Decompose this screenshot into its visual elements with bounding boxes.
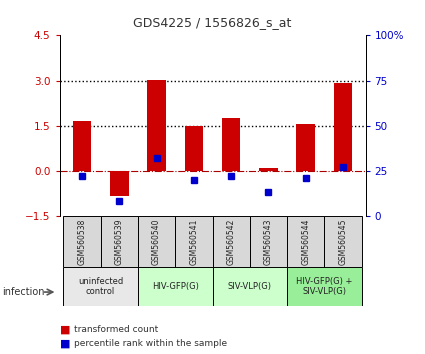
FancyBboxPatch shape: [175, 216, 212, 267]
FancyBboxPatch shape: [212, 267, 287, 306]
Text: GSM560543: GSM560543: [264, 218, 273, 265]
Bar: [184, 126, 203, 171]
Text: GSM560542: GSM560542: [227, 218, 235, 265]
Text: uninfected
control: uninfected control: [78, 277, 123, 296]
Text: ■: ■: [60, 338, 70, 348]
FancyBboxPatch shape: [138, 216, 175, 267]
FancyBboxPatch shape: [212, 216, 250, 267]
Text: GSM560545: GSM560545: [339, 218, 348, 265]
Text: GSM560538: GSM560538: [77, 218, 86, 265]
FancyBboxPatch shape: [138, 267, 212, 306]
Bar: [334, 83, 352, 171]
FancyBboxPatch shape: [324, 216, 362, 267]
Bar: [110, 171, 128, 196]
Bar: [147, 80, 166, 171]
Text: SIV-VLP(G): SIV-VLP(G): [228, 282, 272, 291]
Bar: [222, 118, 241, 171]
FancyBboxPatch shape: [63, 267, 138, 306]
Text: HIV-GFP(G): HIV-GFP(G): [152, 282, 198, 291]
Text: percentile rank within the sample: percentile rank within the sample: [74, 339, 227, 348]
Bar: [73, 121, 91, 171]
Text: GSM560544: GSM560544: [301, 218, 310, 265]
FancyBboxPatch shape: [250, 216, 287, 267]
Text: GSM560539: GSM560539: [115, 218, 124, 265]
Bar: [259, 168, 278, 171]
Text: transformed count: transformed count: [74, 325, 159, 335]
FancyBboxPatch shape: [287, 267, 362, 306]
Text: GDS4225 / 1556826_s_at: GDS4225 / 1556826_s_at: [133, 16, 292, 29]
Text: ■: ■: [60, 325, 70, 335]
Text: infection: infection: [2, 287, 45, 297]
FancyBboxPatch shape: [63, 216, 101, 267]
FancyBboxPatch shape: [101, 216, 138, 267]
Text: HIV-GFP(G) +
SIV-VLP(G): HIV-GFP(G) + SIV-VLP(G): [296, 277, 353, 296]
Bar: [297, 124, 315, 171]
FancyBboxPatch shape: [287, 216, 324, 267]
Text: GSM560541: GSM560541: [190, 218, 198, 265]
Text: GSM560540: GSM560540: [152, 218, 161, 265]
